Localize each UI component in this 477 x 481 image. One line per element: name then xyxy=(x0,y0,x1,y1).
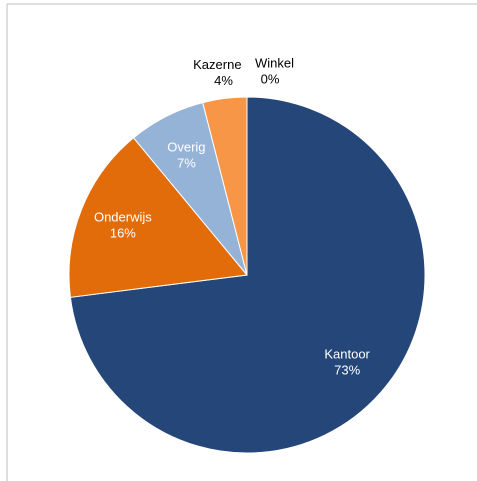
slice-value-label: 73% xyxy=(334,363,360,378)
slice-label: Winkel xyxy=(255,55,294,70)
slice-label: Kantoor xyxy=(324,347,370,362)
pie-slice xyxy=(68,137,248,298)
slice-label: Kazerne xyxy=(193,57,241,72)
slice-value-label: 7% xyxy=(177,155,196,170)
slice-value-label: 0% xyxy=(261,71,280,86)
slice-label: Onderwijs xyxy=(94,209,152,224)
slice-label: Overig xyxy=(167,139,205,154)
slice-value-label: 4% xyxy=(214,73,233,88)
pie-slice xyxy=(69,96,426,454)
pie-slice xyxy=(202,96,248,276)
slice-value-label: 16% xyxy=(110,225,136,240)
